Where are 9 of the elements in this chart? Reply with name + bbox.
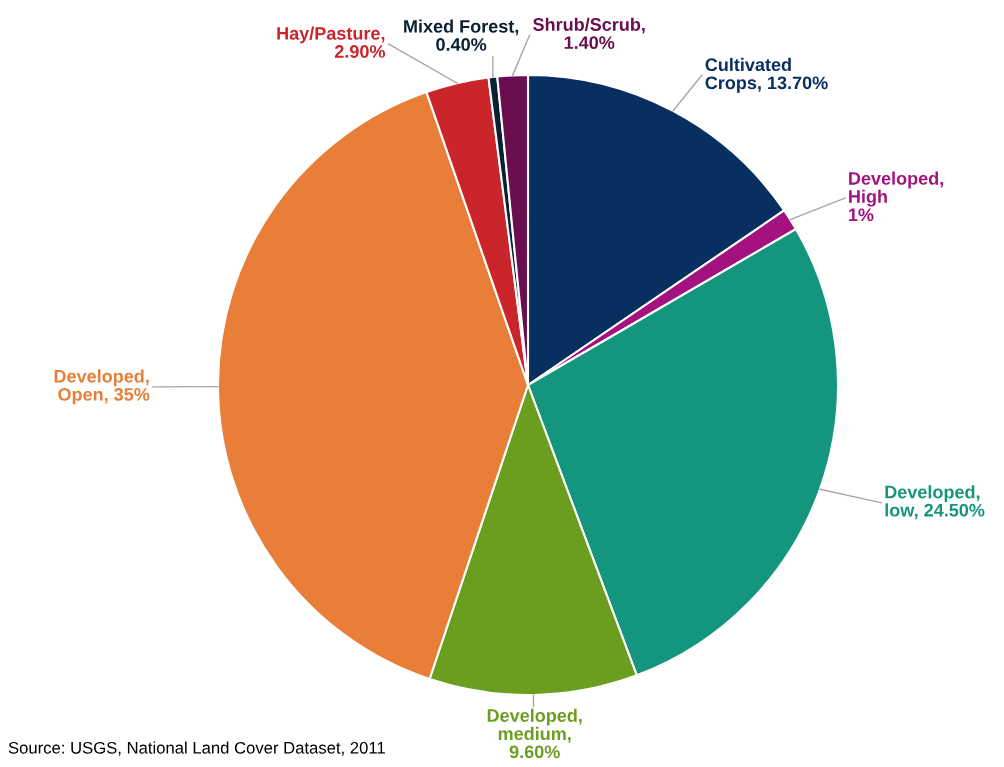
- slice-label: Hay/Pasture, 2.90%: [277, 26, 386, 58]
- slice-label: Developed, low, 24.50%: [885, 485, 985, 520]
- slice-label: Developed, medium, 9.60%: [487, 708, 582, 759]
- slice-label: Developed, Open, 35%: [54, 369, 150, 405]
- slice-label: Mixed Forest, 0.40%: [404, 19, 519, 51]
- source-note: Source: USGS, National Land Cover Dataset, 2011: [8, 741, 385, 756]
- slice-label: Developed, High 1%: [849, 171, 944, 222]
- slice-label: Shrub/Scrub, 1.40%: [533, 17, 645, 50]
- slice-label: Cultivated Crops, 13.70%: [705, 57, 828, 93]
